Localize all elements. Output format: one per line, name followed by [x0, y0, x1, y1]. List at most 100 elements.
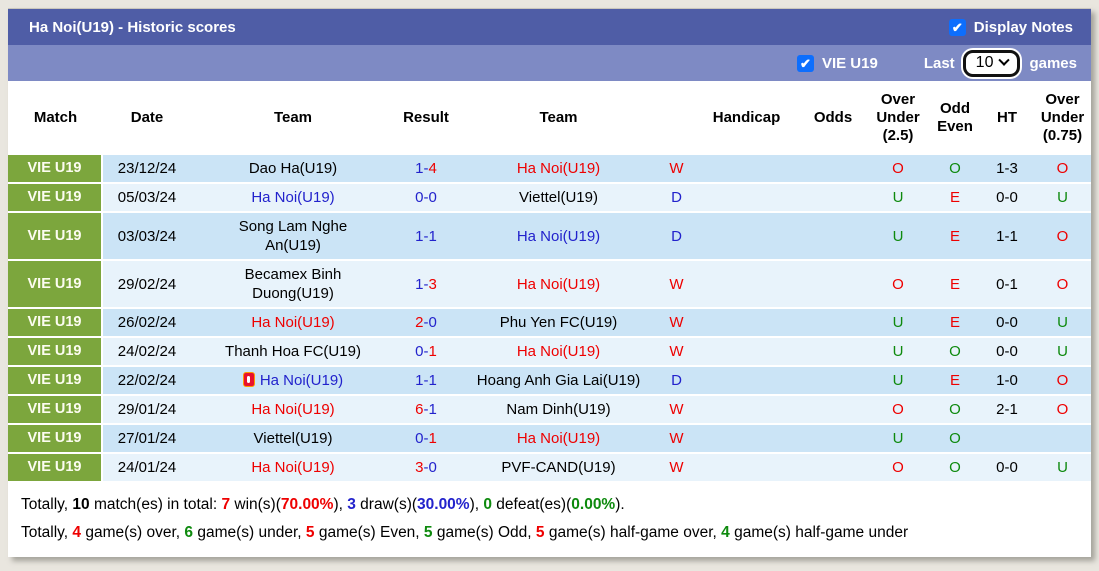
summary-segment: Totally, [21, 524, 73, 541]
checkmark-icon: ✔ [800, 55, 811, 71]
handicap-value [693, 454, 800, 483]
games-count-select[interactable]: 10 [962, 49, 1021, 77]
col-header-odds: Odds [800, 81, 866, 155]
league-filter-label: VIE U19 [821, 54, 878, 72]
league-badge: VIE U19 [8, 367, 103, 396]
over-under-25-value: U [866, 184, 930, 213]
summary-segment: ). [615, 496, 625, 513]
ht-score: 1-3 [980, 155, 1034, 184]
col-header-outcome [660, 81, 693, 155]
over-under-075-value: U [1034, 309, 1091, 338]
match-outcome: W [660, 309, 693, 338]
handicap-value [693, 396, 800, 425]
summary-segment: win(s)( [230, 496, 281, 513]
summary-ou-line: Totally, 4 game(s) over, 6 game(s) under… [21, 520, 1078, 545]
league-badge: VIE U19 [8, 425, 103, 454]
league-filter-toggle[interactable]: ✔ VIE U19 [796, 54, 878, 72]
col-header-odd-even: Odd Even [930, 81, 980, 155]
team-away: Ha Noi(U19) [457, 261, 660, 309]
match-date: 05/03/24 [103, 184, 191, 213]
col-header-over-under-075: Over Under (0.75) [1034, 81, 1091, 155]
summary-segment: 3 [347, 496, 356, 513]
table-row: VIE U19 23/12/24 Dao Ha(U19) 1-4 Ha Noi(… [8, 155, 1091, 184]
match-result: 3-0 [395, 454, 457, 483]
odd-even-value: O [930, 454, 980, 483]
ht-score: 1-0 [980, 367, 1034, 396]
odds-value [800, 454, 866, 483]
match-date: 29/01/24 [103, 396, 191, 425]
ht-score: 0-0 [980, 338, 1034, 367]
team-home: Dao Ha(U19) [191, 155, 395, 184]
col-header-ht: HT [980, 81, 1034, 155]
over-under-25-value: O [866, 261, 930, 309]
odd-even-value: E [930, 309, 980, 338]
match-date: 03/03/24 [103, 213, 191, 261]
over-under-25-value: U [866, 367, 930, 396]
team-away: Hoang Anh Gia Lai(U19) [457, 367, 660, 396]
col-header-handicap: Handicap [693, 81, 800, 155]
summary: Totally, 10 match(es) in total: 7 win(s)… [8, 483, 1091, 557]
filter-bar: ✔ VIE U19 Last 10 games [8, 45, 1091, 81]
league-filter-checkbox[interactable]: ✔ [796, 54, 814, 72]
over-under-075-value: O [1034, 155, 1091, 184]
team-home: Ha Noi(U19) [191, 184, 395, 213]
col-header-over-under-25: Over Under (2.5) [866, 81, 930, 155]
handicap-value [693, 338, 800, 367]
table-row: VIE U19 29/02/24 Becamex Binh Duong(U19)… [8, 261, 1091, 309]
display-notes-toggle[interactable]: ✔ Display Notes [948, 18, 1073, 36]
summary-segment: match(es) in total: [89, 496, 222, 513]
summary-segment: 5 [423, 524, 433, 541]
team-away: Ha Noi(U19) [457, 338, 660, 367]
odds-value [800, 338, 866, 367]
table-header-row: Match Date Team Result Team Handicap Odd… [8, 81, 1091, 155]
summary-segment: 5 [535, 524, 545, 541]
match-result: 1-3 [395, 261, 457, 309]
match-date: 23/12/24 [103, 155, 191, 184]
match-result: 1-1 [395, 213, 457, 261]
team-away: Nam Dinh(U19) [457, 396, 660, 425]
match-outcome: W [660, 261, 693, 309]
summary-segment: 6 [184, 524, 194, 541]
over-under-075-value: O [1034, 367, 1091, 396]
over-under-075-value: O [1034, 213, 1091, 261]
league-badge: VIE U19 [8, 309, 103, 338]
odd-even-value: O [930, 396, 980, 425]
over-under-25-value: U [866, 425, 930, 454]
team-home: Viettel(U19) [191, 425, 395, 454]
league-badge: VIE U19 [8, 155, 103, 184]
summary-segment: game(s) over, [81, 524, 185, 541]
ht-score: 0-0 [980, 184, 1034, 213]
match-date: 27/01/24 [103, 425, 191, 454]
games-label: games [1029, 54, 1077, 72]
ht-score: 0-0 [980, 454, 1034, 483]
col-header-date: Date [103, 81, 191, 155]
table-row: VIE U19 24/01/24 Ha Noi(U19) 3-0 PVF-CAN… [8, 454, 1091, 483]
match-outcome: W [660, 396, 693, 425]
display-notes-checkbox[interactable]: ✔ [948, 18, 966, 36]
handicap-value [693, 425, 800, 454]
table-row: VIE U19 03/03/24 Song Lam Nghe An(U19) 1… [8, 213, 1091, 261]
league-badge: VIE U19 [8, 213, 103, 261]
summary-total-line: Totally, 10 match(es) in total: 7 win(s)… [21, 492, 1078, 517]
odd-even-value: O [930, 155, 980, 184]
odd-even-value: O [930, 425, 980, 454]
summary-segment: game(s) half-game under [729, 524, 909, 541]
odd-even-value: E [930, 261, 980, 309]
display-notes-label: Display Notes [973, 18, 1073, 36]
odds-value [800, 261, 866, 309]
odds-value [800, 309, 866, 338]
team-home: Becamex Binh Duong(U19) [191, 261, 395, 309]
summary-segment: 0 [483, 496, 492, 513]
odd-even-value: O [930, 338, 980, 367]
match-outcome: D [660, 367, 693, 396]
league-badge: VIE U19 [8, 261, 103, 309]
summary-segment: game(s) Even, [314, 524, 424, 541]
games-count-value: 10 [975, 53, 994, 71]
summary-segment: 4 [721, 524, 730, 541]
team-away: Phu Yen FC(U19) [457, 309, 660, 338]
checkmark-icon: ✔ [951, 19, 963, 35]
col-header-match: Match [8, 81, 103, 155]
handicap-value [693, 309, 800, 338]
match-date: 24/02/24 [103, 338, 191, 367]
